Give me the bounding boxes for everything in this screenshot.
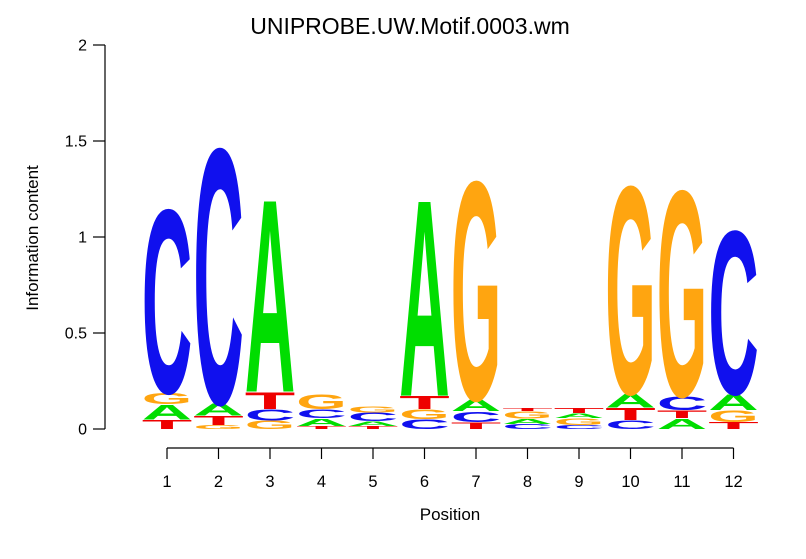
- sequence-letter-G: G: [451, 118, 502, 467]
- sequence-letter-G: G: [193, 424, 244, 430]
- x-tick-label: 8: [523, 473, 532, 491]
- sequence-letter-T: T: [502, 407, 553, 412]
- y-tick-label: 1.5: [65, 134, 87, 151]
- sequence-letter-A: A: [605, 390, 656, 412]
- x-tick-label: 11: [673, 473, 690, 491]
- sequence-letter-A: A: [708, 390, 759, 415]
- sequence-letter-G: G: [245, 418, 296, 431]
- sequence-letter-C: C: [296, 407, 347, 421]
- sequence-letter-C: C: [657, 392, 708, 414]
- y-tick-label: 2: [78, 38, 87, 55]
- x-tick-label: 12: [724, 473, 742, 491]
- sequence-letter-A: A: [399, 142, 450, 456]
- sequence-letter-T: T: [193, 413, 244, 428]
- x-tick-label: 10: [621, 473, 639, 491]
- sequence-letter-T: T: [245, 387, 296, 414]
- x-tick-label: 3: [265, 473, 274, 491]
- sequence-letter-G: G: [554, 417, 605, 428]
- sequence-letter-T: T: [605, 404, 656, 423]
- sequence-letter-T: T: [348, 425, 399, 430]
- sequence-letter-C: C: [451, 409, 502, 426]
- sequence-letter-T: T: [554, 407, 605, 415]
- sequence-letter-G: G: [348, 405, 399, 414]
- sequence-letter-G: G: [605, 125, 656, 457]
- chart-title: UNIPROBE.UW.Motif.0003.wm: [250, 13, 570, 39]
- sequence-letter-A: A: [193, 400, 244, 419]
- sequence-letter-T: T: [451, 421, 502, 432]
- sequence-letter-G: G: [296, 390, 347, 413]
- sequence-letter-T: T: [142, 417, 193, 432]
- sequence-letter-C: C: [605, 418, 656, 432]
- y-tick-label: 0.5: [65, 326, 87, 343]
- sequence-letter-G: G: [399, 407, 450, 422]
- sequence-letter-A: A: [142, 400, 193, 423]
- sequence-letter-T: T: [296, 425, 347, 430]
- x-tick-label: 7: [471, 473, 480, 491]
- sequence-letter-G: G: [708, 407, 759, 425]
- sequence-letter-C: C: [348, 410, 399, 423]
- sequence-letter-A: A: [554, 412, 605, 420]
- sequence-letter-A: A: [296, 417, 347, 429]
- x-tick-label: 5: [368, 473, 377, 491]
- sequence-letter-A: A: [348, 420, 399, 428]
- y-tick-label: 0: [78, 422, 87, 439]
- sequence-letter-A: A: [502, 417, 553, 425]
- sequence-letter-G: G: [657, 130, 708, 459]
- sequence-letter-C: C: [708, 182, 759, 444]
- y-tick-label: 1: [78, 230, 87, 247]
- sequence-letter-C: C: [554, 424, 605, 430]
- sequence-letter-G: G: [502, 409, 553, 421]
- sequence-letter-C: C: [502, 423, 553, 431]
- x-tick-label: 4: [317, 473, 326, 491]
- sequence-letter-A: A: [245, 142, 296, 451]
- x-tick-label: 1: [162, 473, 171, 491]
- sequence-letter-C: C: [245, 406, 296, 424]
- sequence-letter-A: A: [451, 397, 502, 415]
- y-axis-title: Information content: [23, 165, 42, 311]
- x-tick-label: 6: [420, 473, 429, 491]
- x-axis-title: Position: [419, 505, 481, 524]
- sequence-letter-A: A: [657, 416, 708, 433]
- sequence-letter-T: T: [399, 392, 450, 413]
- x-tick-label: 2: [214, 473, 223, 491]
- x-tick-label: 9: [574, 473, 583, 491]
- sequence-letter-T: T: [708, 420, 759, 431]
- sequence-letter-G: G: [142, 390, 193, 408]
- sequence-letter-C: C: [193, 72, 244, 481]
- sequence-letter-C: C: [399, 417, 450, 432]
- sequence-letter-C: C: [142, 155, 193, 449]
- sequence-letter-T: T: [657, 408, 708, 420]
